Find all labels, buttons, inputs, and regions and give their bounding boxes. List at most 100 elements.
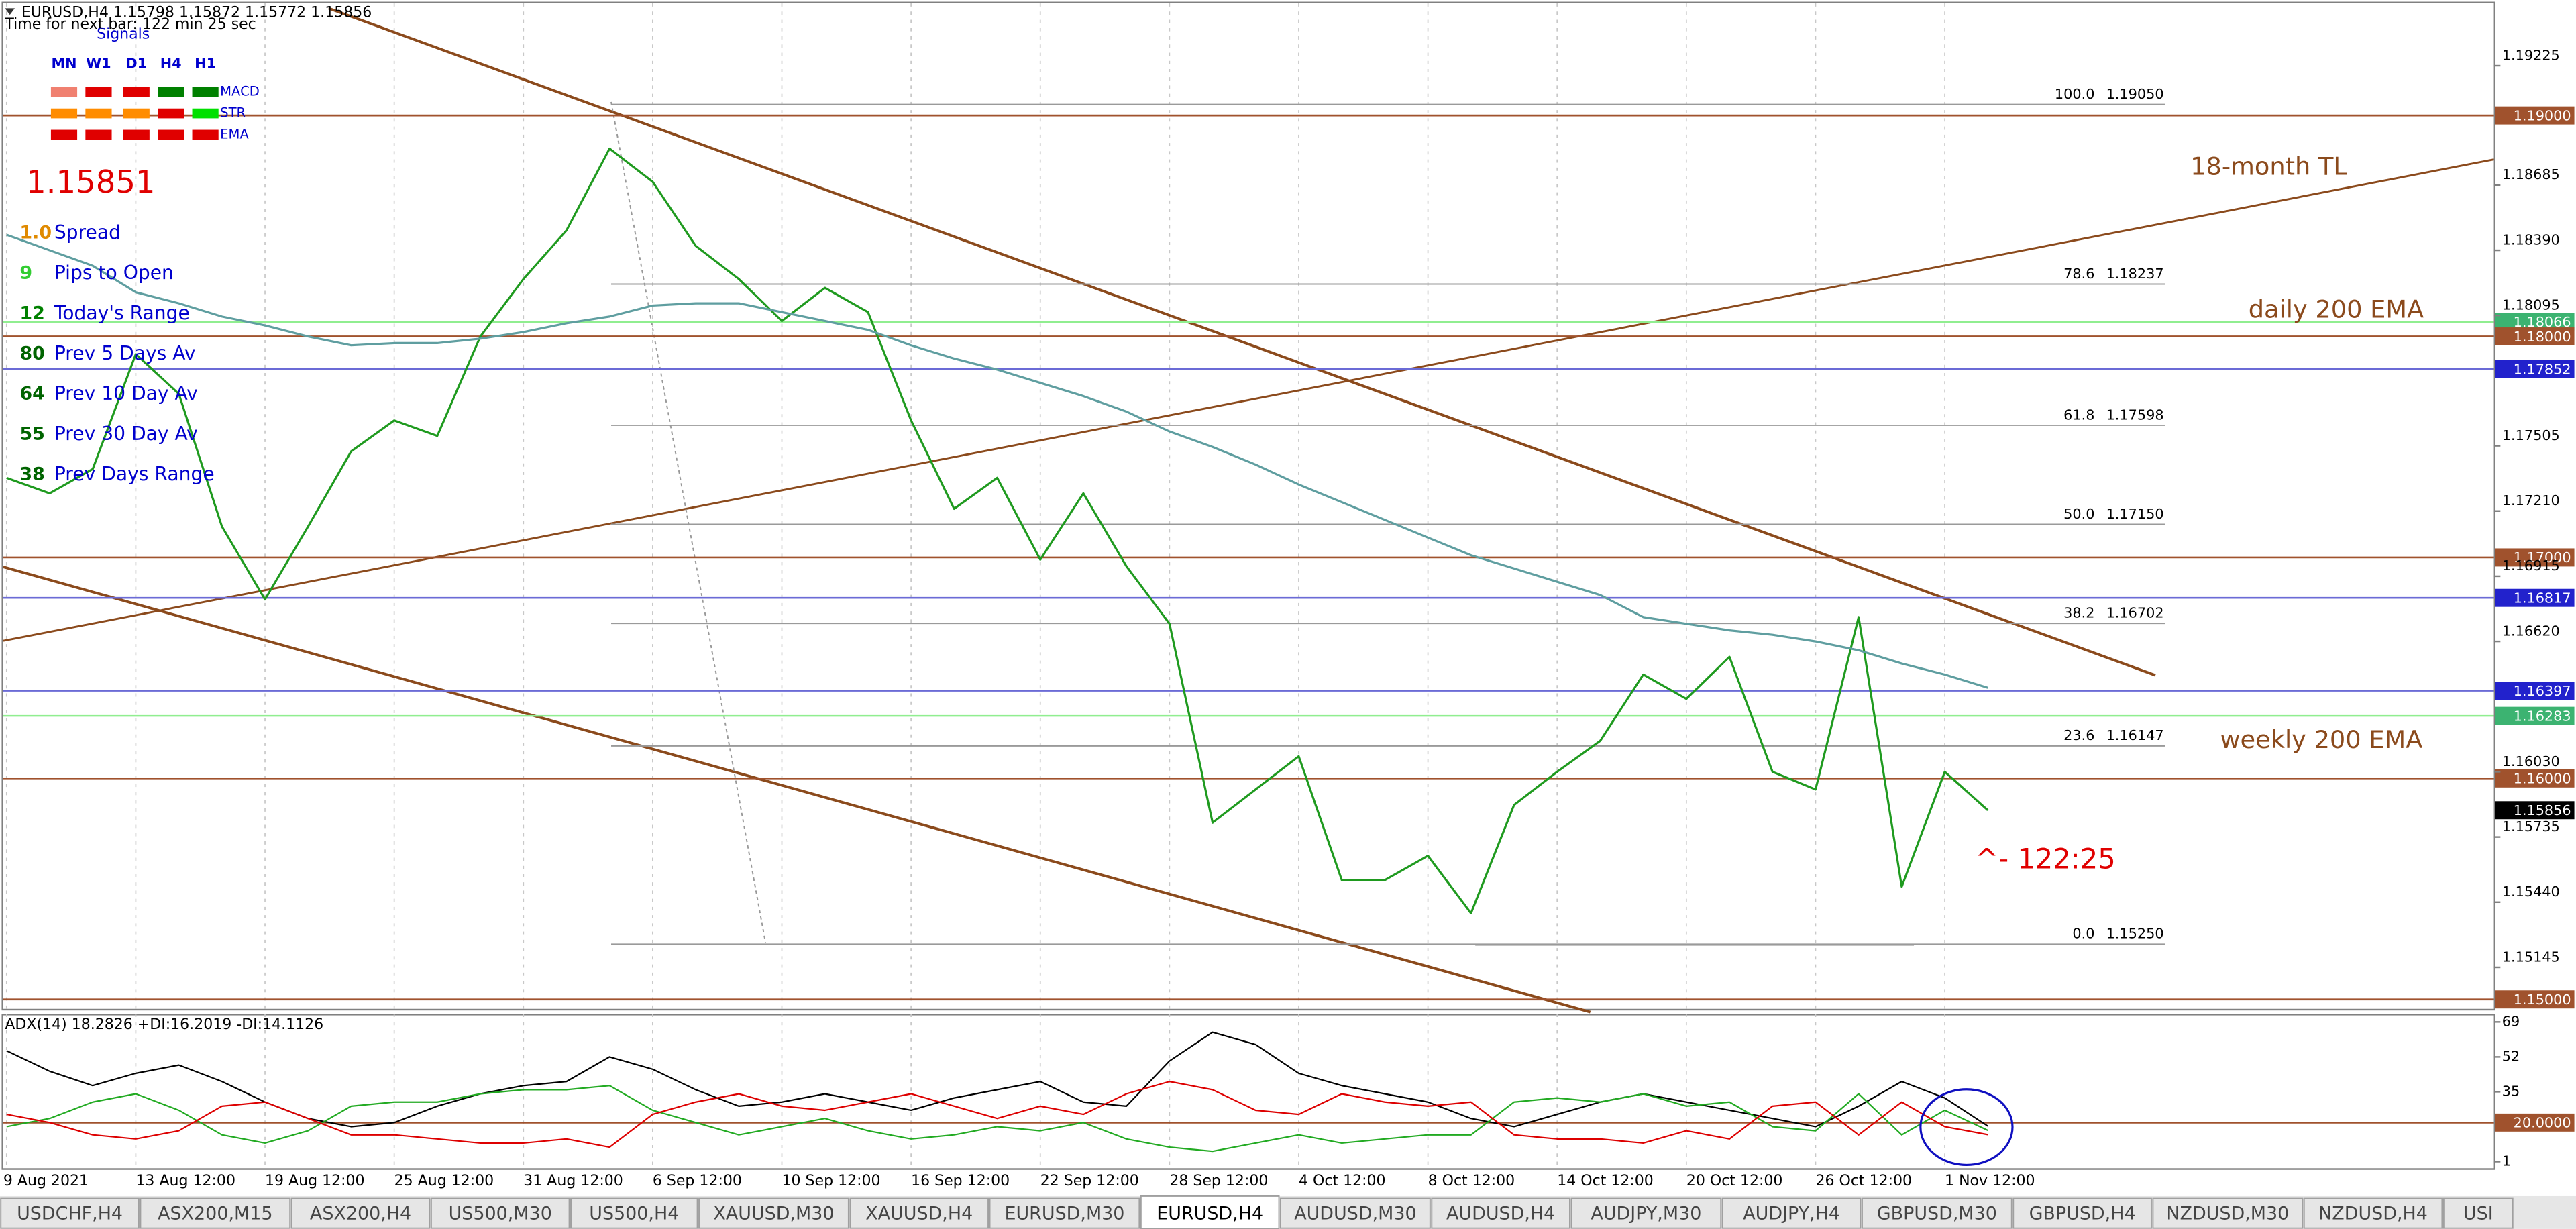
level-label: 1.15856 bbox=[2514, 802, 2571, 818]
tab-label[interactable]: US500,H4 bbox=[589, 1203, 679, 1224]
tab[interactable] bbox=[1570, 1197, 1722, 1229]
tab-label[interactable]: AUDJPY,M30 bbox=[1591, 1203, 1701, 1224]
signal-cell bbox=[85, 87, 112, 97]
signals-title: Signals bbox=[97, 26, 150, 43]
level-box bbox=[2496, 1113, 2575, 1132]
tab-label[interactable]: AUDUSD,M30 bbox=[1294, 1203, 1416, 1224]
y-tick-label: 1.18390 bbox=[2502, 231, 2560, 248]
tab[interactable] bbox=[1140, 1195, 1280, 1229]
stat-number: 38 bbox=[19, 464, 44, 484]
level-label: 1.15000 bbox=[2514, 992, 2571, 1008]
tab[interactable] bbox=[698, 1197, 849, 1229]
y-tick-label: 1.17210 bbox=[2502, 492, 2560, 509]
annotation: daily 200 EMA bbox=[2249, 295, 2424, 323]
price-panel-frame bbox=[1, 1, 2496, 1011]
fib-price: 1.19050 bbox=[2106, 86, 2164, 102]
y-tick-label: 1.16915 bbox=[2502, 557, 2560, 574]
tab[interactable] bbox=[2012, 1197, 2152, 1229]
tab-label[interactable]: GBPUSD,H4 bbox=[2029, 1203, 2136, 1224]
stats: 1.0 Spread 9 Pips to Open 12 Today's Range 80 P… bbox=[19, 221, 214, 485]
tab[interactable] bbox=[570, 1197, 698, 1229]
fib-ratio: 50.0 bbox=[2063, 506, 2094, 522]
x-tick-label: 9 Aug 2021 bbox=[3, 1173, 89, 1189]
fib-ratio: 23.6 bbox=[2063, 727, 2094, 743]
y-tick-label: 1.15145 bbox=[2502, 949, 2560, 965]
level-box bbox=[2496, 327, 2575, 345]
fib-price: 1.16702 bbox=[2106, 604, 2164, 621]
x-tick-label: 4 Oct 12:00 bbox=[1299, 1173, 1386, 1189]
stat-label: Prev Days Range bbox=[54, 463, 215, 485]
menu-arrow[interactable] bbox=[5, 8, 15, 15]
level-label: 1.17852 bbox=[2514, 362, 2571, 378]
fib-ratio: 78.6 bbox=[2063, 266, 2094, 282]
signal-cell bbox=[192, 87, 219, 97]
tab[interactable] bbox=[1280, 1197, 1431, 1229]
x-tick-label: 1 Nov 12:00 bbox=[1945, 1173, 2035, 1189]
series-line bbox=[6, 1031, 1988, 1128]
tab-label[interactable]: ASX200,H4 bbox=[310, 1203, 411, 1224]
annotation: 18-month TL bbox=[2190, 152, 2347, 180]
tab[interactable] bbox=[2152, 1197, 2304, 1229]
tab-label[interactable]: XAUUSD,H4 bbox=[865, 1203, 973, 1224]
y-tick-label: 1.16030 bbox=[2502, 753, 2560, 769]
fib-ratio: 38.2 bbox=[2063, 604, 2094, 621]
tab-label[interactable]: EURUSD,H4 bbox=[1157, 1203, 1263, 1224]
signal-cell bbox=[123, 87, 150, 97]
x-tick-label: 6 Sep 12:00 bbox=[653, 1173, 742, 1189]
signal-cell bbox=[50, 87, 78, 97]
fib-ratio: 0.0 bbox=[2072, 926, 2094, 942]
y-tick-label: 1 bbox=[2502, 1153, 2511, 1169]
annotation: ^- 122:25 bbox=[1975, 842, 2116, 875]
x-tick-label: 10 Sep 12:00 bbox=[782, 1173, 881, 1189]
stat-label: Spread bbox=[54, 221, 121, 244]
tab-label[interactable]: US500,M30 bbox=[449, 1203, 552, 1224]
tab-label[interactable]: EURUSD,M30 bbox=[1004, 1203, 1124, 1224]
tab-label[interactable]: NZDUSD,M30 bbox=[2166, 1203, 2289, 1224]
y-tick-label: 1.19225 bbox=[2502, 47, 2560, 63]
level-box bbox=[2496, 682, 2575, 700]
tab-label[interactable]: GBPUSD,M30 bbox=[1877, 1203, 1997, 1224]
x-tick-label: 19 Aug 12:00 bbox=[265, 1173, 365, 1189]
tab[interactable] bbox=[2303, 1197, 2443, 1229]
tab-label[interactable]: ASX200,M15 bbox=[158, 1203, 272, 1224]
channel-line bbox=[3, 566, 1591, 1014]
level-box bbox=[2496, 106, 2575, 125]
y-tick-label: 1.15735 bbox=[2502, 818, 2560, 835]
highlight-circle bbox=[1919, 1088, 2014, 1166]
series bbox=[6, 147, 1989, 1153]
stat-number: 9 bbox=[19, 262, 32, 283]
tab[interactable] bbox=[1861, 1197, 2012, 1229]
tab-label[interactable]: XAUUSD,M30 bbox=[713, 1203, 834, 1224]
fib-price: 1.16147 bbox=[2106, 727, 2164, 743]
level-label: 1.16817 bbox=[2514, 590, 2571, 606]
signal-cell bbox=[123, 108, 150, 119]
tab[interactable] bbox=[849, 1197, 989, 1229]
tab-label[interactable]: AUDUSD,H4 bbox=[1446, 1203, 1555, 1224]
tab[interactable] bbox=[1431, 1197, 1570, 1229]
tab[interactable] bbox=[2443, 1197, 2514, 1229]
tab-label[interactable]: AUDJPY,H4 bbox=[1743, 1203, 1840, 1224]
signal-label: EMA bbox=[220, 126, 249, 142]
tab[interactable] bbox=[0, 1197, 140, 1229]
tab-label[interactable]: USI bbox=[2463, 1203, 2493, 1224]
level-label: 1.18066 bbox=[2514, 314, 2571, 330]
x-tick-label: 20 Oct 12:00 bbox=[1686, 1173, 1783, 1189]
level-label: 1.18000 bbox=[2514, 329, 2571, 345]
downtrend-line bbox=[328, 7, 2156, 677]
tab[interactable] bbox=[290, 1197, 431, 1229]
tab-label[interactable]: NZDUSD,H4 bbox=[2318, 1203, 2428, 1224]
signal-cell bbox=[85, 129, 112, 140]
fib-ratio: 61.8 bbox=[2063, 407, 2094, 423]
tab[interactable] bbox=[140, 1197, 291, 1229]
tab[interactable] bbox=[1721, 1197, 1862, 1229]
tab[interactable] bbox=[430, 1197, 570, 1229]
uptrend-line bbox=[3, 158, 2494, 642]
tab-label[interactable]: USDCHF,H4 bbox=[17, 1203, 123, 1224]
fib-price: 1.17598 bbox=[2106, 407, 2164, 423]
tab[interactable] bbox=[989, 1197, 1140, 1229]
indicator-title: ADX(14) 18.2826 +DI:16.2019 -DI:14.1126 bbox=[5, 1016, 323, 1033]
level-box bbox=[2496, 360, 2575, 378]
